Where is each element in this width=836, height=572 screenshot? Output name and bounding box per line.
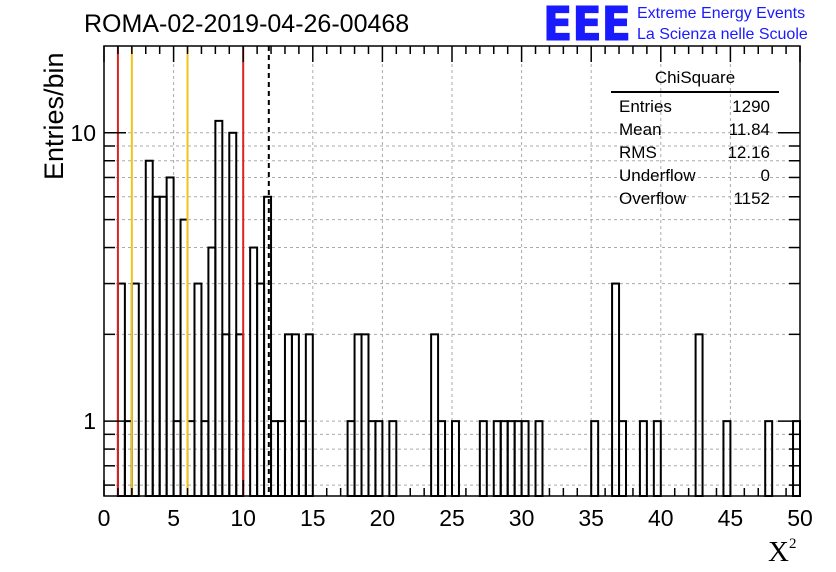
x-tick-label: 0 [98, 505, 111, 531]
stats-label: Underflow [619, 166, 696, 185]
stats-label: Entries [619, 97, 672, 116]
y-tick-label: 1 [83, 408, 96, 434]
histogram-bin [151, 195, 161, 497]
stats-value: 12.16 [727, 143, 770, 162]
histogram-bin [353, 333, 363, 497]
y-tick-label: 10 [70, 120, 96, 146]
stats-value: 11.84 [728, 120, 770, 139]
stats-label: Mean [619, 120, 662, 139]
histogram-bin [235, 333, 245, 497]
eee-logo-text: Extreme Energy Events La Scienza nelle S… [637, 3, 808, 45]
stats-box: ChiSquare Entries 1290 Mean 11.84 RMS 12… [611, 66, 779, 210]
histogram-bin [430, 333, 440, 497]
histogram-bin [263, 195, 273, 497]
x-tick-label: 30 [509, 505, 535, 531]
x-tick-label: 50 [787, 505, 813, 531]
histogram-bin [207, 246, 217, 497]
histogram-bin [304, 333, 314, 497]
stats-row-mean: Mean 11.84 [611, 118, 779, 141]
stats-row-entries: Entries 1290 [611, 95, 779, 118]
x-axis-label-text: X [768, 536, 789, 568]
histogram-bin [165, 176, 175, 498]
x-axis-label-exponent: 2 [788, 536, 797, 552]
x-tick-label: 5 [167, 505, 180, 531]
stats-label: RMS [619, 143, 657, 162]
histogram-bin [144, 159, 154, 497]
stats-label: Overflow [619, 189, 687, 208]
reference-lines [116, 46, 270, 496]
eee-logo-line1: Extreme Energy Events [637, 5, 806, 22]
histogram-bin [158, 195, 168, 497]
stats-value: 1290 [732, 97, 770, 116]
axes: 0 5 10 15 20 25 30 35 40 45 50 1 10 [70, 45, 813, 531]
stats-row-overflow: Overflow 1152 [611, 187, 779, 210]
stats-value: 0 [760, 166, 770, 185]
histogram-bin [130, 282, 140, 497]
x-tick-label: 15 [300, 505, 326, 531]
x-tick-label: 35 [578, 505, 604, 531]
y-axis-label: Entries/bin [39, 52, 69, 180]
x-tick-label: 25 [439, 505, 465, 531]
x-tick-label: 20 [370, 505, 396, 531]
histogram-bin [256, 282, 266, 497]
stats-row-rms: RMS 12.16 [611, 141, 779, 164]
histogram-bin [193, 282, 203, 497]
histogram-bin [360, 333, 370, 497]
histogram-bin [249, 246, 259, 497]
run-title: ROMA-02-2019-04-26-00468 [84, 10, 410, 38]
histogram-bin [116, 282, 126, 497]
x-tick-label: 45 [718, 505, 744, 531]
eee-logo-mark: EEE [543, 0, 631, 51]
histogram-bin [228, 131, 238, 497]
stats-row-underflow: Underflow 0 [611, 164, 779, 187]
eee-logo-line2: La Scienza nelle Scuole [637, 26, 808, 43]
histogram-bin [290, 333, 300, 497]
histogram-bin [179, 218, 189, 497]
x-tick-label: 10 [230, 505, 256, 531]
stats-title: ChiSquare [611, 66, 779, 93]
histogram-bin [221, 333, 231, 497]
histogram-bin [694, 333, 704, 497]
x-axis-label: X2 [768, 536, 796, 569]
histogram-bin [611, 282, 621, 497]
eee-logo: EEE [543, 0, 632, 52]
histogram-bin [283, 333, 293, 497]
stats-value: 1152 [733, 189, 770, 208]
x-tick-label: 40 [648, 505, 674, 531]
